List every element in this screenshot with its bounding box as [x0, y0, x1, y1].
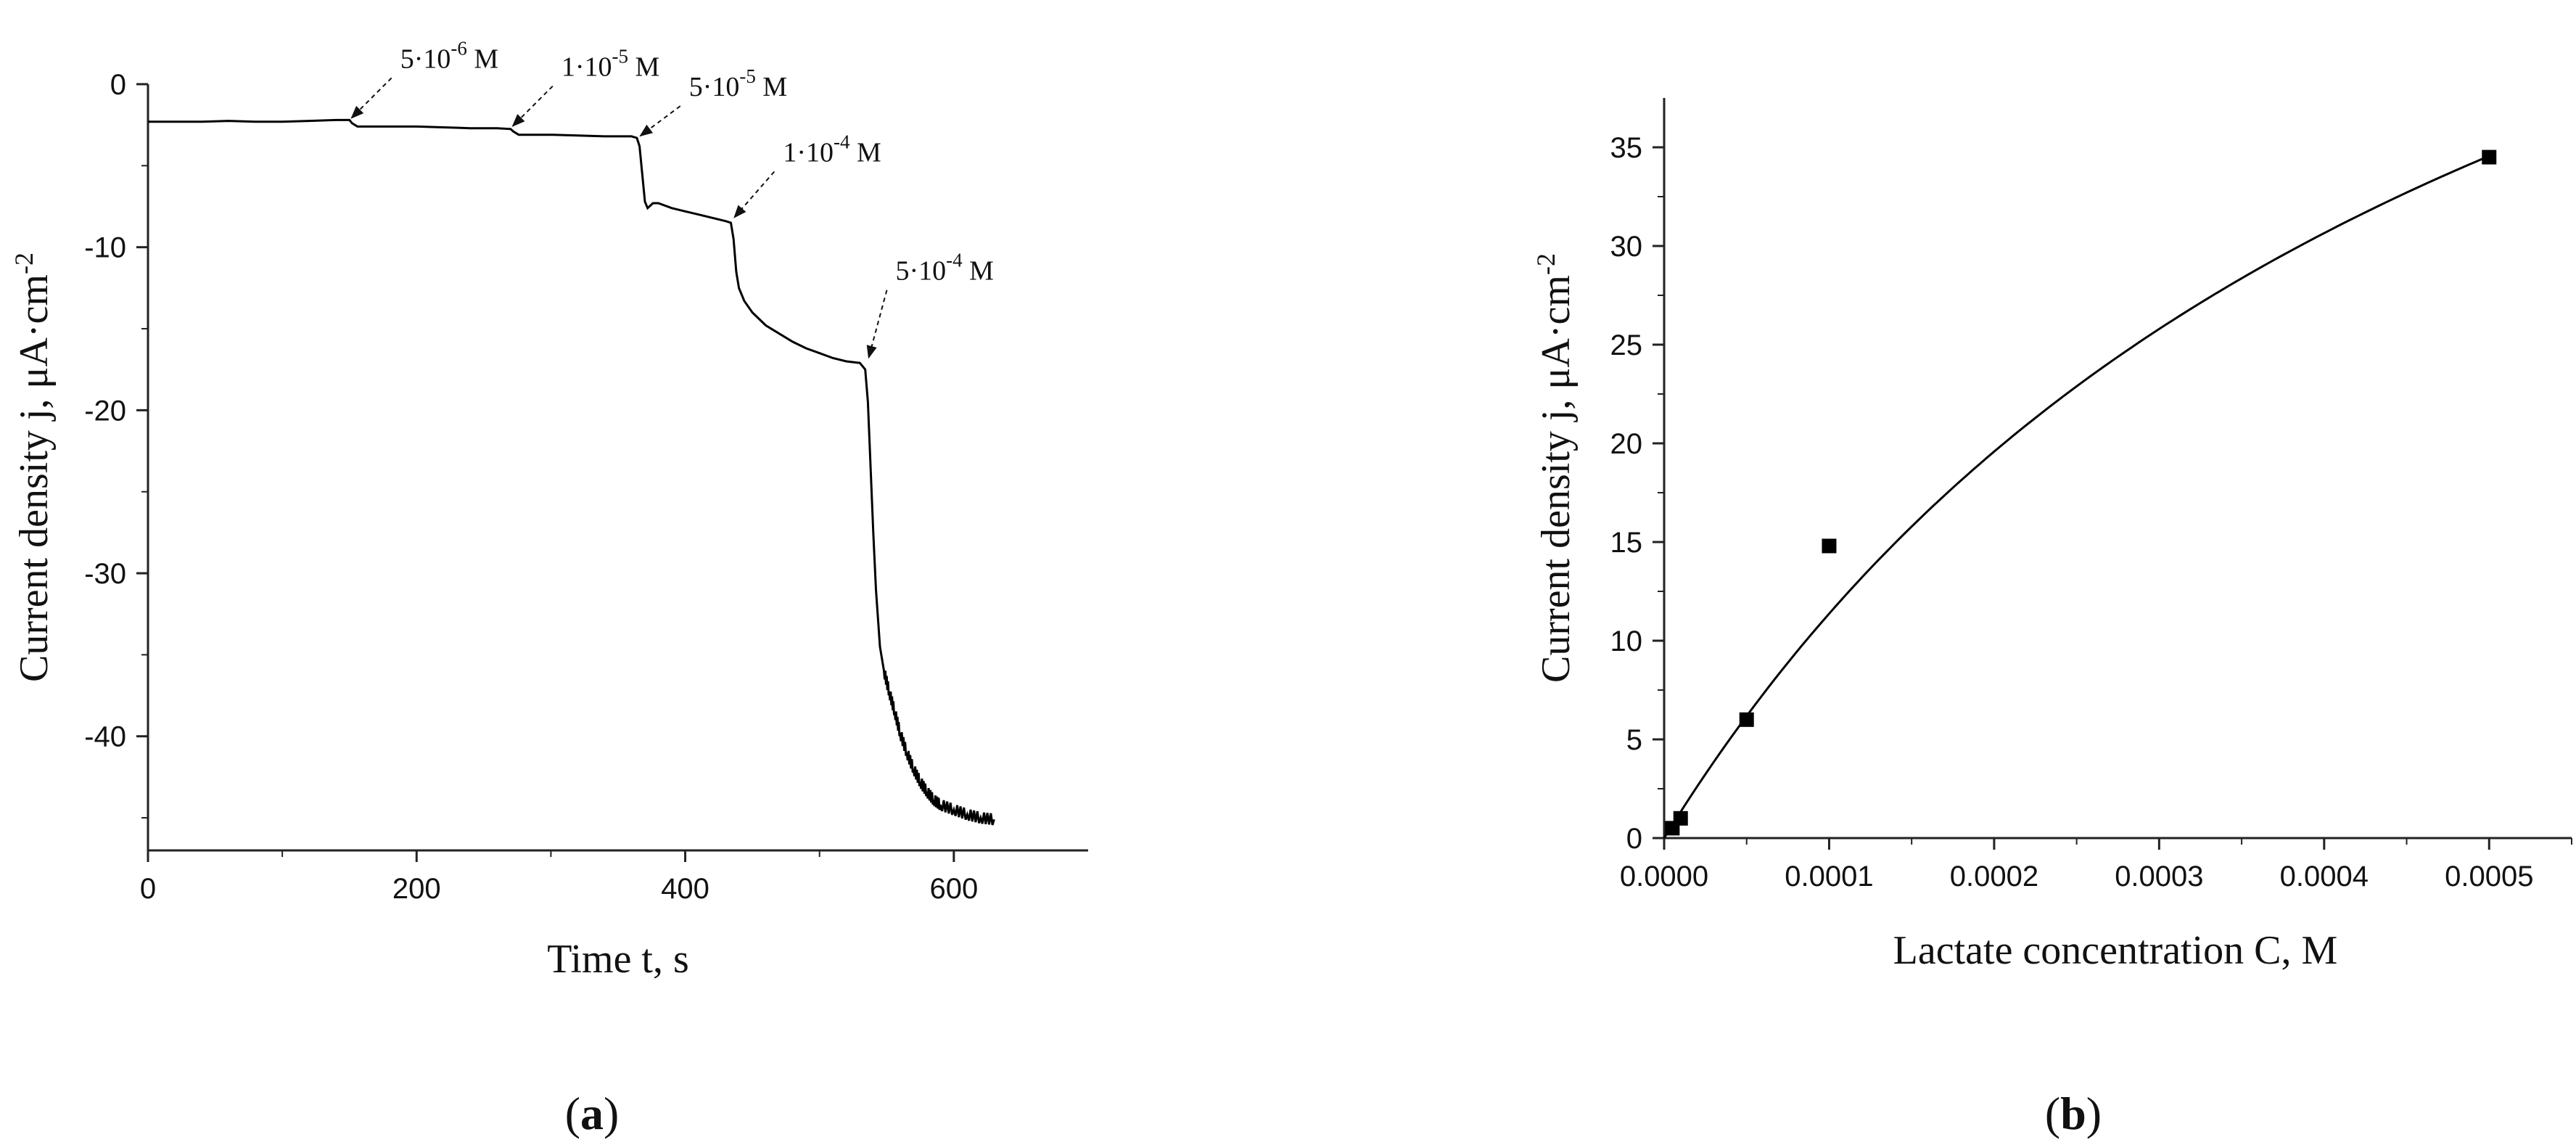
chart-b-data-point	[2482, 149, 2497, 165]
chart-b-y-tick-label: 20	[1610, 428, 1643, 460]
chart-a-annotation-label: 5·10-5 M	[689, 65, 787, 102]
chart-a-annotation-arrow	[866, 290, 888, 359]
chart-b-data-point	[1822, 538, 1837, 554]
chart-b-x-tick-label: 0.0003	[2115, 861, 2203, 892]
chart-b-data-point	[1673, 810, 1688, 826]
chart-b-x-tick-label: 0.0000	[1620, 861, 1708, 892]
chart-b-y-tick-label: 10	[1610, 625, 1643, 657]
chart-a-y-tick-label: -20	[84, 395, 126, 427]
chart-a-annotations: 5·10-6 M 1·10-5 M 5·10-5 M 1·10-4 M 5·10-4 M	[350, 37, 994, 359]
chart-b: 0.0000 0.0001 0.0002 0.0003 0.0004 0.0005 0 5 10…	[1531, 98, 2572, 1139]
panel-label-b: (b)	[2045, 1088, 2102, 1139]
chart-a-y-tick-label: -40	[84, 721, 126, 753]
chart-b-y-tick-label: 15	[1610, 527, 1643, 559]
chart-b-y-tick-label: 35	[1610, 132, 1643, 164]
chart-b-points	[1665, 149, 2497, 836]
chart-b-y-tick-label: 0	[1626, 823, 1642, 855]
chart-a-annotation-label: 5·10-4 M	[896, 250, 994, 287]
chart-a-ticks: 0 200 400 600 0 -10 -20 -30 -40	[84, 69, 978, 905]
chart-b-x-tick-label: 0.0001	[1785, 861, 1873, 892]
chart-b-x-axis-title: Lactate concentration C, M	[1893, 928, 2338, 973]
chart-b-y-tick-label: 30	[1610, 231, 1643, 263]
panel-label-a: (a)	[565, 1088, 620, 1139]
chart-a-annotation-label: 1·10-4 M	[783, 131, 881, 168]
chart-a-x-tick-label: 200	[392, 873, 441, 905]
chart-a-annotation-label: 5·10-6 M	[400, 37, 498, 74]
chart-b-data-point	[1739, 712, 1754, 727]
chart-a-x-axis-title: Time t, s	[547, 937, 689, 982]
chart-a-y-tick-label: 0	[110, 69, 126, 101]
panel-label-a-letter: a	[580, 1088, 604, 1139]
chart-a-x-tick-label: 0	[140, 873, 156, 905]
chart-a: 0 200 400 600 0 -10 -20 -30 -40 5·10-6 M 1·10-5 M…	[9, 37, 1088, 1139]
chart-a-y-axis-title-main: Current density j, μA·cm	[12, 274, 57, 682]
chart-a-annotation-label: 1·10-5 M	[561, 46, 659, 83]
chart-a-annotation-arrow	[639, 105, 681, 137]
chart-a-x-tick-label: 600	[929, 873, 978, 905]
chart-b-x-tick-label: 0.0004	[2280, 861, 2369, 892]
chart-b-y-tick-label: 5	[1626, 724, 1642, 756]
chart-a-annotation-arrow	[733, 171, 775, 218]
chart-a-y-tick-label: -30	[84, 558, 126, 590]
chart-b-ticks: 0.0000 0.0001 0.0002 0.0003 0.0004 0.0005 0 5 10…	[1610, 132, 2572, 892]
chart-a-y-tick-label: -10	[84, 232, 126, 264]
panel-label-b-letter: b	[2060, 1088, 2086, 1139]
chart-a-y-axis-title: Current density j, μA·cm-2	[9, 253, 57, 682]
chart-a-series-line	[148, 118, 995, 826]
chart-b-fit-curve	[1663, 155, 2490, 839]
chart-a-annotation-arrow	[511, 85, 554, 127]
chart-a-x-tick-label: 400	[661, 873, 709, 905]
chart-b-x-tick-label: 0.0005	[2445, 861, 2533, 892]
chart-b-y-axis-title-sup: -2	[1531, 253, 1560, 275]
chart-b-y-axis-title: Current density j, μA·cm-2	[1531, 253, 1579, 683]
chart-b-x-tick-label: 0.0002	[1950, 861, 2038, 892]
chart-b-y-axis-title-main: Current density j, μA·cm	[1534, 275, 1579, 683]
chart-a-y-axis-title-sup: -2	[9, 253, 38, 274]
chart-a-annotation-arrow	[350, 77, 392, 119]
chart-b-y-tick-label: 25	[1610, 329, 1643, 361]
